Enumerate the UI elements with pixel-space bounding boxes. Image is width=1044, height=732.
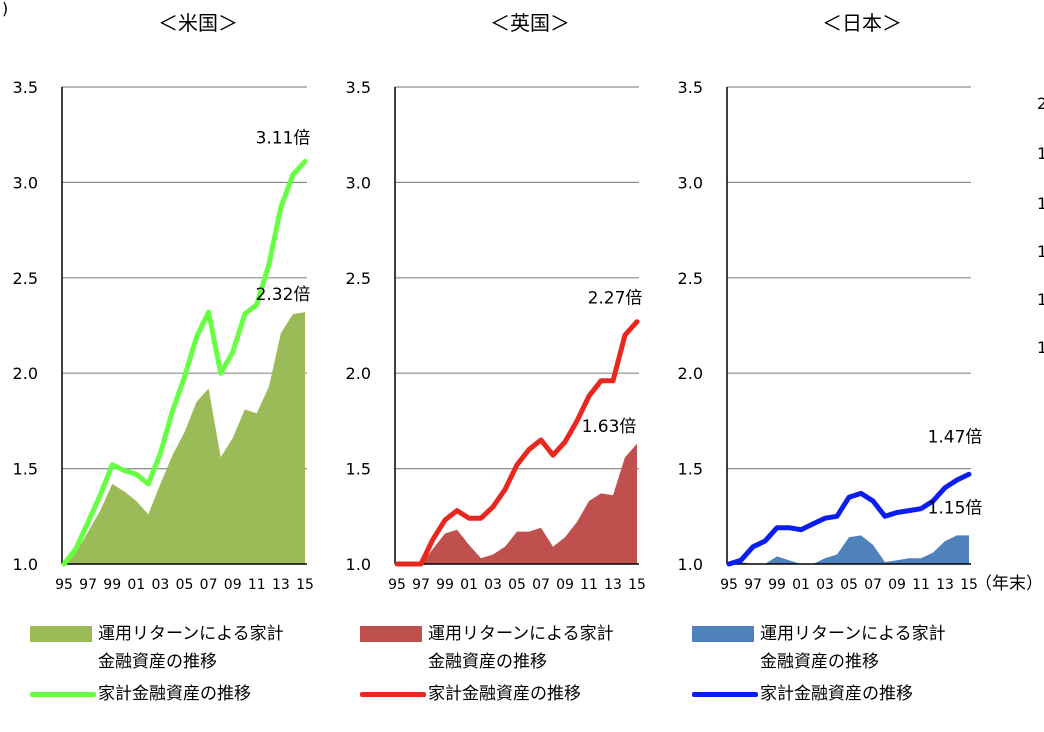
right-edge-label: 1 xyxy=(1037,194,1044,213)
legend-area-label-uk-line2: 金融資産の推移 xyxy=(428,652,547,672)
legend-line-label-us: 家計金融資産の推移 xyxy=(98,684,251,704)
data-label: 1.47倍 xyxy=(928,427,983,447)
x-tick-label: 03 xyxy=(151,577,169,593)
line-series-jp xyxy=(726,471,972,567)
y-tick-label: 1.0 xyxy=(346,555,371,574)
x-tick-label: 01 xyxy=(127,577,145,593)
chart-title-us: ＜米国＞ xyxy=(158,11,238,35)
x-tick-label: 97 xyxy=(744,577,762,593)
x-tick-label: 13 xyxy=(272,577,290,593)
x-tick-label: 13 xyxy=(936,577,954,593)
legend-line-swatch-uk xyxy=(360,692,426,697)
x-tick-label: 15 xyxy=(628,577,646,593)
right-edge-label: 1 xyxy=(1037,290,1044,309)
x-tick-label: 97 xyxy=(412,577,430,593)
x-tick-label: 05 xyxy=(840,577,858,593)
x-tick-label: 05 xyxy=(176,577,194,593)
legend-area-label-jp-line1: 運用リターンによる家計 xyxy=(760,624,946,644)
y-tick-label: 1.0 xyxy=(678,555,703,574)
legend-line-label-jp: 家計金融資産の推移 xyxy=(760,684,913,704)
line-series-us xyxy=(61,158,308,567)
right-edge-label: 1 xyxy=(1037,242,1044,261)
legend-area-swatch-uk xyxy=(360,626,422,642)
x-tick-label: 11 xyxy=(912,577,930,593)
charts-layer: ＜米国＞ 1.0 1.5 2.0 2.5 3.0 3.5 95 97 99 01 03 05 07 09 11… xyxy=(13,11,983,593)
unit-label: （年末） xyxy=(975,574,1043,594)
right-edge-label: 1 xyxy=(1037,338,1044,357)
x-tick-label: 99 xyxy=(436,577,454,593)
x-tick-label: 13 xyxy=(604,577,622,593)
legend-area-label-us-line2: 金融資産の推移 xyxy=(98,652,217,672)
y-tick-label: 2.5 xyxy=(678,269,703,288)
legend-area-label-jp-line2: 金融資産の推移 xyxy=(760,652,879,672)
x-tick-label: 95 xyxy=(55,577,73,593)
x-tick-label: 07 xyxy=(532,577,550,593)
x-tick-label: 01 xyxy=(460,577,478,593)
x-tick-label: 95 xyxy=(388,577,406,593)
data-label: 1.63倍 xyxy=(582,417,637,437)
x-tick-label: 97 xyxy=(79,577,97,593)
legend-area-swatch-us xyxy=(30,626,92,642)
chart-panel-jp: ＜日本＞ 1.0 1.5 2.0 2.5 3.0 3.5 95 97 99 01 03 05 07 09 11… xyxy=(678,11,983,593)
line-series-uk xyxy=(394,319,640,567)
legend-line-swatch-us xyxy=(30,692,96,697)
legend-line-swatch-jp xyxy=(692,692,758,697)
legend-line-label-uk: 家計金融資産の推移 xyxy=(428,684,581,704)
x-tick-label: 03 xyxy=(484,577,502,593)
x-tick-label: 09 xyxy=(556,577,574,593)
right-edge-label: 2 xyxy=(1037,94,1044,113)
y-tick-label: 1.0 xyxy=(13,555,38,574)
y-tick-label: 2.0 xyxy=(346,364,371,383)
y-tick-label: 3.5 xyxy=(13,78,38,97)
data-label: 1.15倍 xyxy=(928,498,983,518)
y-tick-label: 1.5 xyxy=(678,460,703,479)
area-series-us xyxy=(64,312,305,564)
y-tick-label: 3.5 xyxy=(678,78,703,97)
right-edge-labels: 2 1 1 1 1 1 xyxy=(1037,94,1044,357)
y-tick-label: 3.5 xyxy=(346,78,371,97)
x-tick-label: 15 xyxy=(296,577,314,593)
legend-area-label-uk-line1: 運用リターンによる家計 xyxy=(428,624,614,644)
right-edge-label: 1 xyxy=(1037,144,1044,163)
y-tick-label: 1.5 xyxy=(346,460,371,479)
chart-title-uk: ＜英国＞ xyxy=(490,11,570,35)
y-tick-label: 2.0 xyxy=(678,364,703,383)
x-tick-label: 95 xyxy=(720,577,738,593)
x-tick-label: 09 xyxy=(888,577,906,593)
y-tick-label: 3.0 xyxy=(346,173,371,192)
y-tick-label: 3.0 xyxy=(13,173,38,192)
x-tick-label: 03 xyxy=(816,577,834,593)
data-label: 3.11倍 xyxy=(256,128,311,148)
chart-panel-us: ＜米国＞ 1.0 1.5 2.0 2.5 3.0 3.5 95 97 99 01 03 05 07 09 11… xyxy=(13,11,314,593)
x-tick-label: 09 xyxy=(224,577,242,593)
y-tick-label: 2.5 xyxy=(346,269,371,288)
area-series-uk xyxy=(397,443,637,564)
x-tick-label: 11 xyxy=(580,577,598,593)
x-tick-label: 05 xyxy=(508,577,526,593)
data-label: 2.32倍 xyxy=(256,285,311,305)
legend-area-label-us-line1: 運用リターンによる家計 xyxy=(98,624,284,644)
y-tick-label: 1.5 xyxy=(13,460,38,479)
data-label: 2.27倍 xyxy=(588,289,643,309)
x-tick-label: 07 xyxy=(200,577,218,593)
x-tick-label: 11 xyxy=(248,577,266,593)
x-tick-label: 07 xyxy=(864,577,882,593)
y-tick-label: 3.0 xyxy=(678,173,703,192)
legend-area-swatch-jp xyxy=(692,626,754,642)
area-series-jp xyxy=(729,535,969,564)
stray-mark: ) xyxy=(2,0,8,18)
chart-title-jp: ＜日本＞ xyxy=(822,11,902,35)
y-tick-label: 2.5 xyxy=(13,269,38,288)
chart-panel-uk: ＜英国＞ 1.0 1.5 2.0 2.5 3.0 3.5 95 97 99 01 03 05 07 09 11… xyxy=(346,11,646,593)
x-tick-label: 15 xyxy=(960,577,978,593)
x-tick-label: 99 xyxy=(768,577,786,593)
x-tick-label: 99 xyxy=(103,577,121,593)
y-tick-label: 2.0 xyxy=(13,364,38,383)
x-tick-label: 01 xyxy=(792,577,810,593)
